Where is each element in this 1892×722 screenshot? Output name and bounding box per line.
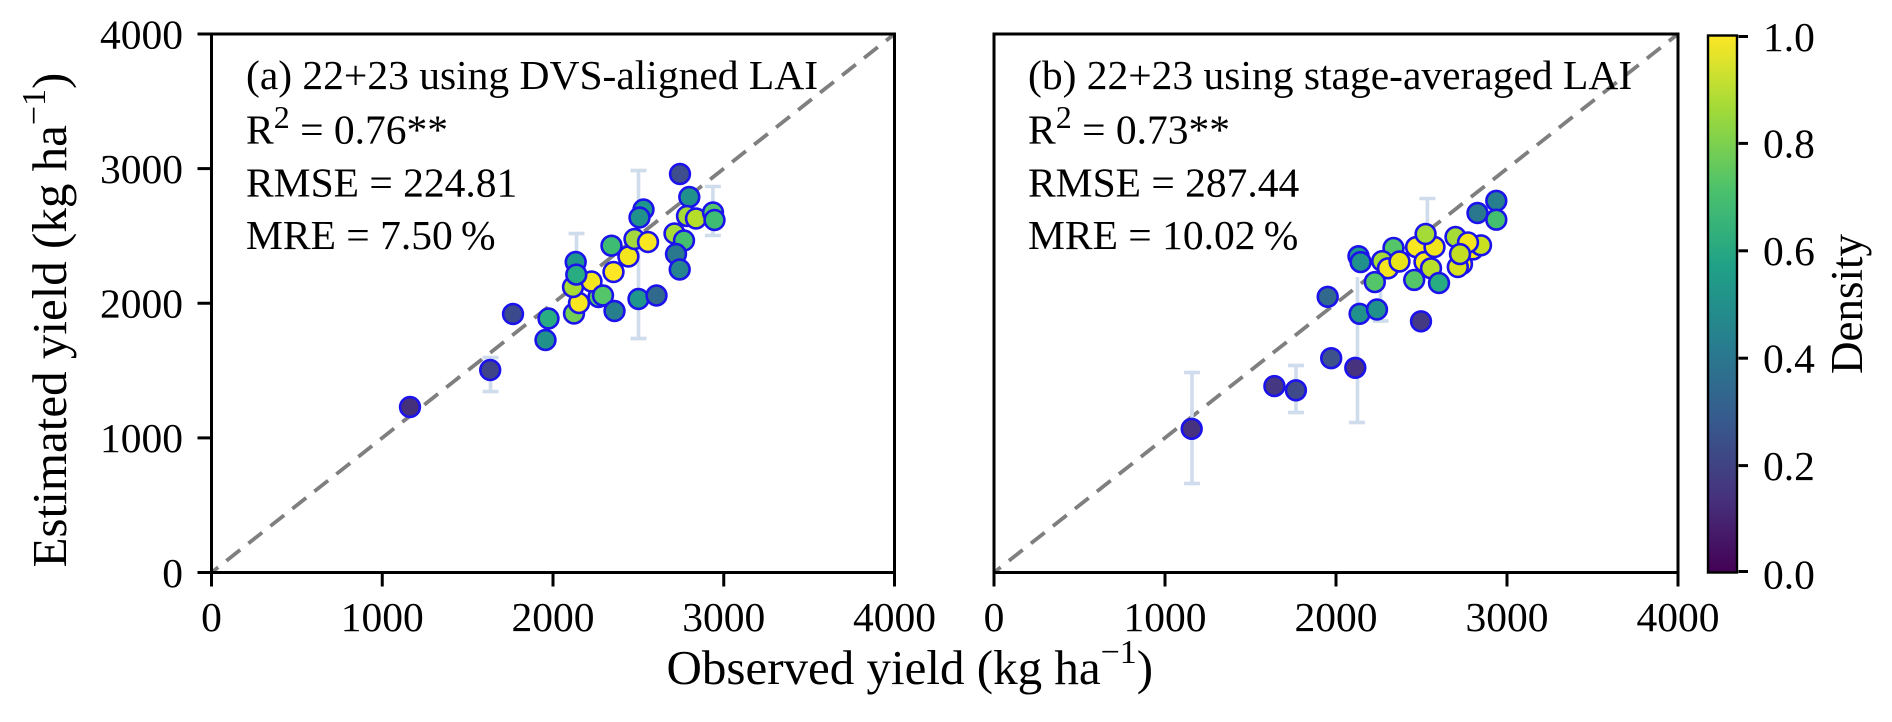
svg-text:Estimated yield (kg ha−1): Estimated yield (kg ha−1) <box>16 73 77 568</box>
svg-text:1.0: 1.0 <box>1763 14 1815 60</box>
svg-text:RMSE = 224.81: RMSE = 224.81 <box>246 160 517 206</box>
svg-text:0.6: 0.6 <box>1763 228 1815 274</box>
svg-text:(b) 22+23 using stage-averaged: (b) 22+23 using stage-averaged LAI <box>1028 52 1632 99</box>
svg-text:RMSE = 287.44: RMSE = 287.44 <box>1028 160 1300 206</box>
svg-text:4000: 4000 <box>100 11 183 57</box>
svg-text:Observed yield (kg ha−1): Observed yield (kg ha−1) <box>667 634 1154 695</box>
svg-text:0.2: 0.2 <box>1763 443 1815 489</box>
svg-text:1000: 1000 <box>1124 594 1207 640</box>
svg-text:3000: 3000 <box>682 594 765 640</box>
svg-text:4000: 4000 <box>853 594 936 640</box>
svg-text:3000: 3000 <box>1466 594 1549 640</box>
svg-text:2000: 2000 <box>512 594 595 640</box>
svg-text:0: 0 <box>162 550 183 596</box>
svg-text:0.8: 0.8 <box>1763 121 1815 167</box>
svg-text:0.0: 0.0 <box>1763 552 1815 598</box>
svg-text:1000: 1000 <box>341 594 424 640</box>
svg-text:(a) 22+23 using DVS-aligned LA: (a) 22+23 using DVS-aligned LAI <box>246 52 818 99</box>
svg-text:MRE = 10.02 %: MRE = 10.02 % <box>1028 212 1298 258</box>
svg-text:0.4: 0.4 <box>1763 336 1815 382</box>
svg-text:0: 0 <box>201 594 222 640</box>
svg-text:2000: 2000 <box>100 281 183 327</box>
svg-text:2000: 2000 <box>1295 594 1378 640</box>
svg-text:0: 0 <box>984 594 1005 640</box>
svg-text:1000: 1000 <box>100 415 183 461</box>
svg-text:4000: 4000 <box>1637 594 1720 640</box>
svg-text:Density: Density <box>1822 234 1872 374</box>
svg-text:MRE = 7.50 %: MRE = 7.50 % <box>246 212 496 258</box>
svg-text:3000: 3000 <box>100 146 183 192</box>
